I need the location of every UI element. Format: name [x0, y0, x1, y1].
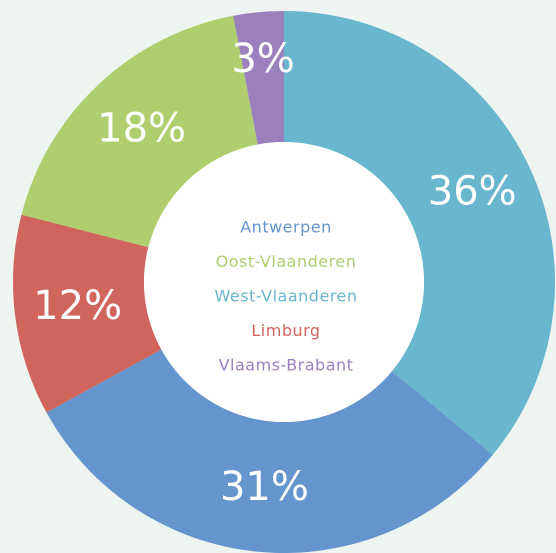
legend-entry: Vlaams-Brabant: [219, 356, 354, 375]
legend-entry: Oost-Vlaanderen: [216, 252, 357, 271]
slice: [21, 15, 258, 248]
value-label: 12%: [33, 283, 122, 329]
legend-entry: Antwerpen: [240, 218, 332, 237]
legend-entry: West-Vlaanderen: [214, 287, 357, 306]
slice: [233, 11, 284, 145]
slice: [46, 349, 493, 553]
legend-entry: Limburg: [251, 321, 320, 340]
value-label: 36%: [428, 168, 517, 214]
slice: [284, 11, 555, 455]
value-label: 3%: [231, 36, 294, 82]
hole: [144, 142, 424, 422]
value-label: 31%: [220, 464, 309, 510]
value-label: 18%: [97, 105, 186, 151]
slice: [13, 214, 162, 413]
